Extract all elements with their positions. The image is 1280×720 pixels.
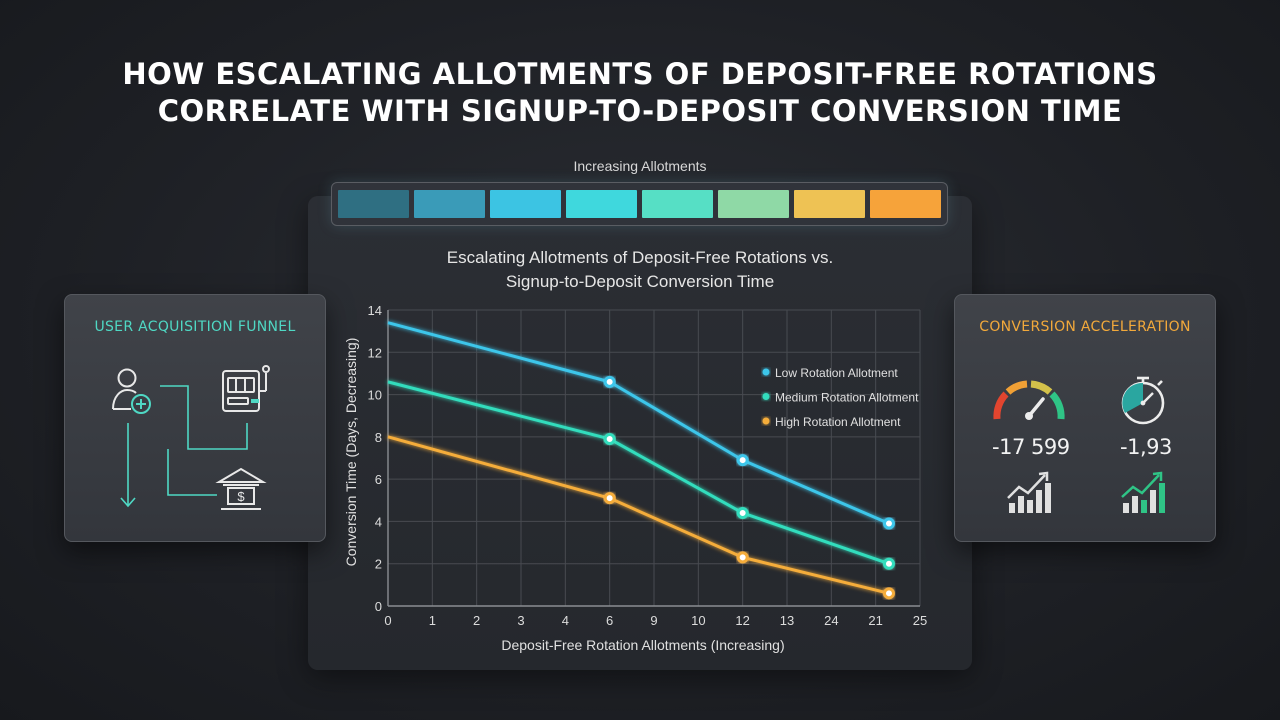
slot-machine-icon xyxy=(222,365,270,412)
user-acquisition-funnel-panel: USER ACQUISITION FUNNEL xyxy=(64,294,326,542)
x-tick-label: 21 xyxy=(868,613,882,628)
page-title-line-1: HOW ESCALATING ALLOTMENTS OF DEPOSIT-FRE… xyxy=(122,57,1158,91)
x-tick-label: 12 xyxy=(735,613,749,628)
scale-segment-3 xyxy=(490,190,561,218)
stopwatch-icon xyxy=(1121,376,1165,425)
y-tick-label: 2 xyxy=(375,557,382,572)
funnel-connectors xyxy=(160,385,248,496)
metric-value-2: -1,93 xyxy=(1120,435,1172,459)
chart-panel xyxy=(308,196,972,670)
y-tick-label: 6 xyxy=(375,472,382,487)
metric-value-1: -17 599 xyxy=(992,435,1070,459)
series-point-1 xyxy=(603,375,616,388)
chart-title-line-2: Signup-to-Deposit Conversion Time xyxy=(506,272,774,291)
bar-trend-green-icon xyxy=(1121,471,1165,513)
x-tick-label: 10 xyxy=(691,613,705,628)
y-tick-label: 10 xyxy=(368,388,382,403)
scale-segment-6 xyxy=(718,190,789,218)
series-line-3 xyxy=(387,435,890,595)
arrow-down-icon xyxy=(120,423,136,508)
y-tick-label: 14 xyxy=(368,303,382,318)
scale-label: Increasing Allotments xyxy=(573,158,707,174)
y-tick-label: 0 xyxy=(375,599,382,614)
series-point-2 xyxy=(603,432,616,445)
legend-marker-1 xyxy=(762,368,770,376)
svg-text:$: $ xyxy=(237,489,245,504)
acceleration-icons xyxy=(993,376,1165,513)
x-tick-label: 1 xyxy=(429,613,436,628)
legend-label-3: High Rotation Allotment xyxy=(775,415,901,429)
legend-marker-3 xyxy=(762,417,770,425)
scale-segment-7 xyxy=(794,190,865,218)
x-tick-label: 9 xyxy=(650,613,657,628)
x-tick-label: 6 xyxy=(606,613,613,628)
chart-title-line-1: Escalating Allotments of Deposit-Free Ro… xyxy=(447,248,833,267)
series-point-3 xyxy=(603,492,616,505)
legend-label-1: Low Rotation Allotment xyxy=(775,366,898,380)
y-tick-label: 8 xyxy=(375,430,382,445)
y-tick-label: 4 xyxy=(375,514,382,529)
chart-legend: Low Rotation Allotment Medium Rotation Al… xyxy=(762,366,919,429)
funnel-panel-title: USER ACQUISITION FUNNEL xyxy=(94,319,296,335)
chart-grid xyxy=(387,309,921,607)
x-tick-label: 13 xyxy=(780,613,794,628)
scale-segment-2 xyxy=(414,190,485,218)
series-point-1 xyxy=(882,517,895,530)
x-axis-ticks: 0 1 2 3 4 6 9 10 12 13 24 21 25 xyxy=(384,613,927,628)
x-tick-label: 24 xyxy=(824,613,838,628)
bar-trend-icon xyxy=(1007,471,1051,513)
series-point-3 xyxy=(736,551,749,564)
chart-series xyxy=(387,321,895,600)
series-point-2 xyxy=(736,506,749,519)
scale-segment-5 xyxy=(642,190,713,218)
x-axis-label: Deposit-Free Rotation Allotments (Increa… xyxy=(501,637,784,653)
series-point-2 xyxy=(882,557,895,570)
acceleration-panel-title: CONVERSION ACCELERATION xyxy=(979,319,1191,335)
series-line-2 xyxy=(387,380,890,566)
x-tick-label: 3 xyxy=(517,613,524,628)
series-point-1 xyxy=(736,454,749,467)
allotment-scale-bar xyxy=(331,182,948,226)
page-title: HOW ESCALATING ALLOTMENTS OF DEPOSIT-FRE… xyxy=(0,56,1280,130)
scale-segment-1 xyxy=(338,190,409,218)
gauge-icon xyxy=(993,380,1065,420)
series-line-1 xyxy=(387,321,890,525)
y-tick-label: 12 xyxy=(368,345,382,360)
conversion-acceleration-panel: CONVERSION ACCELERATION xyxy=(954,294,1216,542)
funnel-diagram: $ xyxy=(112,365,270,510)
y-axis-label: Conversion Time (Days, Decreasing) xyxy=(343,338,359,567)
user-add-icon xyxy=(112,368,151,414)
x-tick-label: 0 xyxy=(384,613,391,628)
series-point-3 xyxy=(882,587,895,600)
legend-label-2: Medium Rotation Allotment xyxy=(775,391,919,405)
scale-segment-4 xyxy=(566,190,637,218)
x-tick-label: 4 xyxy=(562,613,569,628)
page-title-line-2: CORRELATE WITH SIGNUP-TO-DEPOSIT CONVERS… xyxy=(157,94,1123,128)
bank-icon: $ xyxy=(215,467,267,510)
x-tick-label: 25 xyxy=(913,613,927,628)
x-tick-label: 2 xyxy=(473,613,480,628)
y-axis-ticks: 0 2 4 6 8 10 12 14 xyxy=(368,303,382,614)
scale-segment-8 xyxy=(870,190,941,218)
legend-marker-2 xyxy=(762,393,770,400)
